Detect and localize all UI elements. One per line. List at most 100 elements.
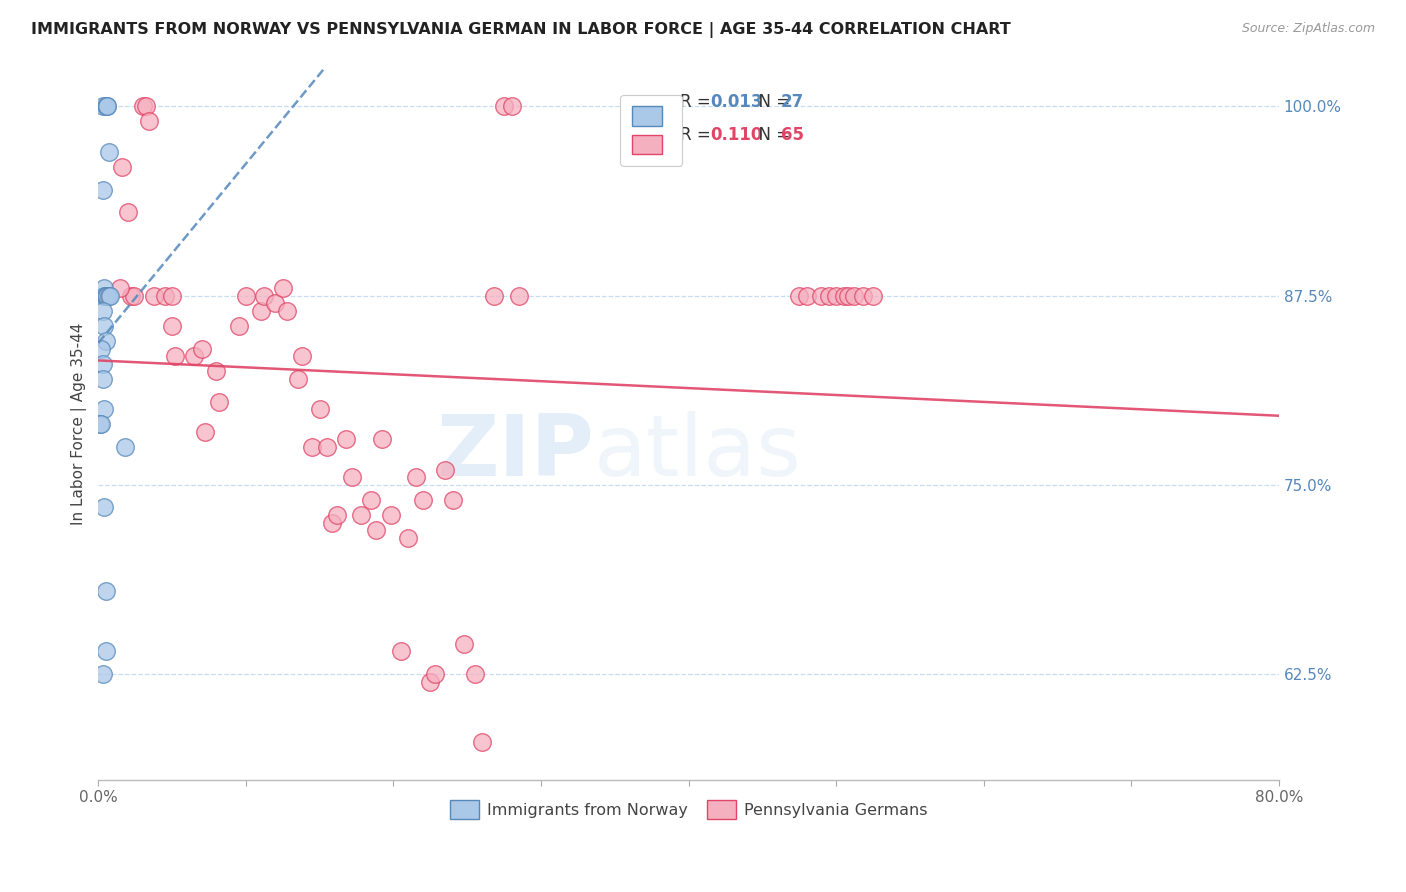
Point [93, 288, 115, 302]
Text: R =: R = [681, 126, 717, 144]
Text: N =: N = [748, 126, 794, 144]
Point [90, 342, 112, 356]
Point [291, 349, 314, 363]
Text: Source: ZipAtlas.com: Source: ZipAtlas.com [1241, 22, 1375, 36]
Point [94, 99, 117, 113]
Point [205, 364, 228, 378]
Point [364, 523, 387, 537]
Text: 0.013: 0.013 [710, 93, 762, 111]
Text: 0.110: 0.110 [710, 126, 762, 144]
Point [93, 281, 115, 295]
Point [93, 500, 115, 515]
Point [91, 667, 114, 681]
Point [817, 288, 839, 302]
Point [94, 288, 117, 302]
Point [464, 667, 486, 681]
Point [825, 288, 848, 302]
Point [190, 342, 212, 356]
Point [110, 281, 132, 295]
Point [94, 288, 117, 302]
Point [276, 303, 298, 318]
Point [396, 531, 419, 545]
Point [160, 318, 183, 333]
Point [832, 288, 855, 302]
Point [90, 417, 112, 432]
Point [138, 114, 160, 128]
Point [96, 99, 118, 113]
Point [482, 288, 505, 302]
Point [91, 357, 114, 371]
Point [405, 470, 427, 484]
Point [389, 644, 412, 658]
Point [228, 318, 250, 333]
Point [208, 394, 231, 409]
Point [153, 288, 176, 302]
Point [287, 372, 309, 386]
Text: IMMIGRANTS FROM NORWAY VS PENNSYLVANIA GERMAN IN LABOR FORCE | AGE 35-44 CORRELA: IMMIGRANTS FROM NORWAY VS PENNSYLVANIA G… [31, 22, 1011, 38]
Point [796, 288, 818, 302]
Point [94, 334, 117, 348]
Point [89, 417, 111, 432]
Point [94, 288, 117, 302]
Point [423, 667, 446, 681]
Point [852, 288, 875, 302]
Point [94, 583, 117, 598]
Point [842, 288, 865, 302]
Point [441, 492, 464, 507]
Point [91, 183, 114, 197]
Point [837, 288, 859, 302]
Text: 65: 65 [780, 126, 804, 144]
Text: N =: N = [748, 93, 794, 111]
Point [326, 508, 349, 522]
Point [370, 433, 392, 447]
Point [360, 492, 382, 507]
Point [810, 288, 832, 302]
Point [183, 349, 205, 363]
Point [98, 288, 121, 302]
Point [508, 288, 530, 302]
Point [111, 160, 134, 174]
Point [131, 99, 153, 113]
Point [135, 99, 157, 113]
Point [419, 674, 441, 689]
Point [335, 433, 357, 447]
Point [301, 440, 323, 454]
Point [160, 288, 183, 302]
Point [253, 288, 276, 302]
Point [308, 402, 330, 417]
Point [194, 425, 217, 439]
Point [122, 288, 145, 302]
Legend: Immigrants from Norway, Pennsylvania Germans: Immigrants from Norway, Pennsylvania Ger… [444, 794, 934, 825]
Point [96, 288, 118, 302]
Point [143, 288, 166, 302]
Point [91, 372, 114, 386]
Point [117, 205, 139, 219]
Point [97, 288, 120, 302]
Point [91, 303, 114, 318]
Point [165, 349, 187, 363]
Text: R =: R = [681, 93, 717, 111]
Point [96, 99, 118, 113]
Point [789, 288, 811, 302]
Point [501, 99, 523, 113]
Point [97, 145, 120, 159]
Point [91, 99, 114, 113]
Point [471, 735, 494, 749]
Point [316, 440, 339, 454]
Point [93, 318, 115, 333]
Point [350, 508, 373, 522]
Point [93, 402, 115, 417]
Point [340, 470, 363, 484]
Text: 27: 27 [780, 93, 804, 111]
Point [120, 288, 142, 302]
Point [114, 440, 136, 454]
Text: atlas: atlas [595, 411, 803, 494]
Point [862, 288, 884, 302]
Point [434, 463, 457, 477]
Point [494, 99, 516, 113]
Point [412, 492, 434, 507]
Point [235, 288, 257, 302]
Point [380, 508, 402, 522]
Point [271, 281, 294, 295]
Point [321, 516, 343, 530]
